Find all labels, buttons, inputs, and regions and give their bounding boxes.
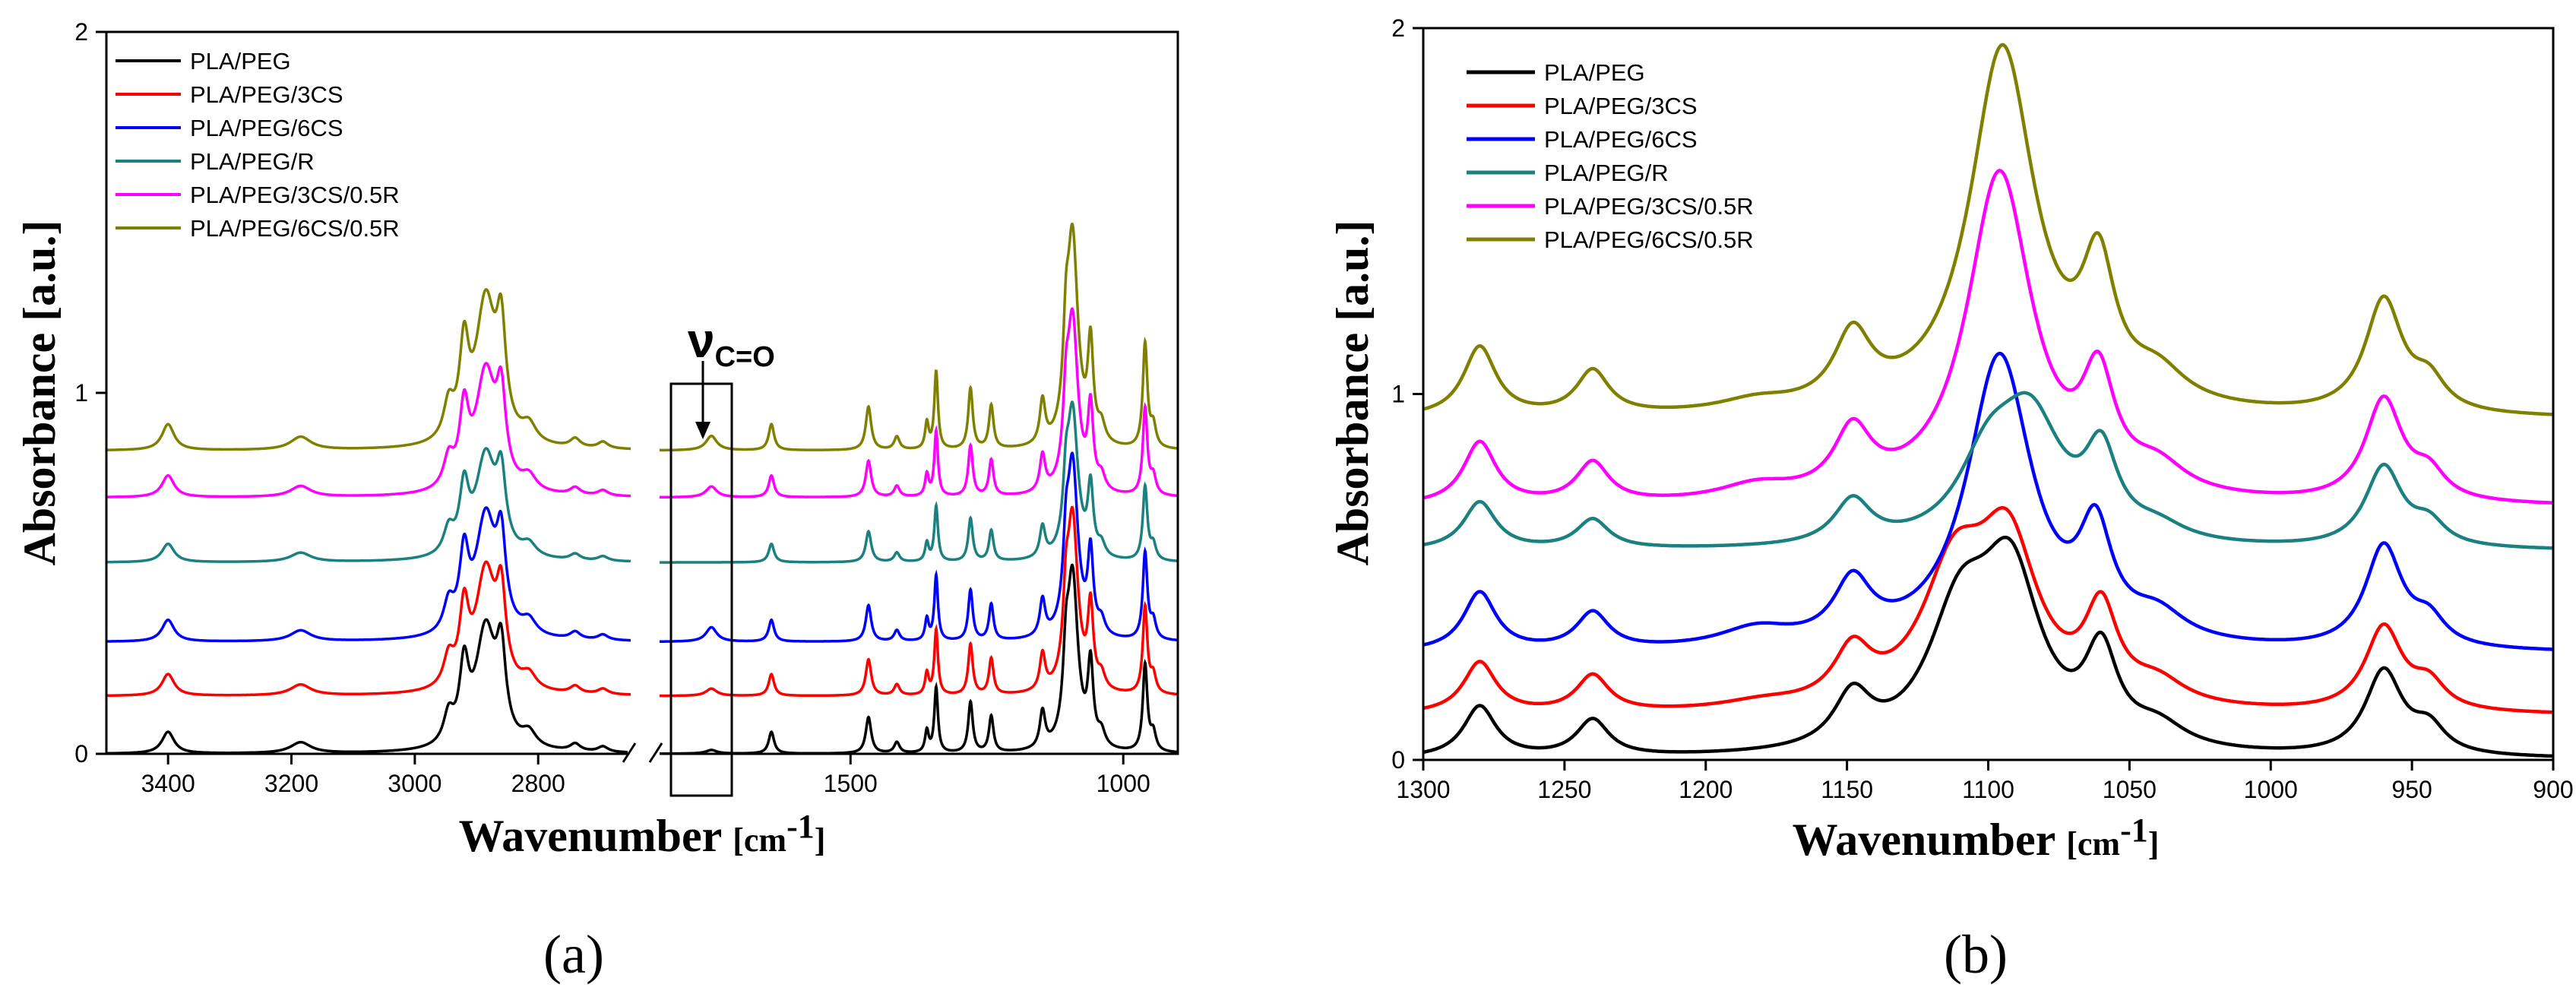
panel-b-series-pla-peg xyxy=(1422,535,2554,758)
panel-b-x-tick-label: 1300 xyxy=(1396,776,1450,803)
panel-b-series-pla-peg-r xyxy=(1422,391,2554,550)
panel-a-legend: PLA/PEG PLA/PEG/3CS PLA/PEG/6CS PLA/PEG/R PL… xyxy=(116,48,400,242)
panel-b-legend: PLA/PEG PLA/PEG/3CS PLA/PEG/6CS PLA/PEG/R PL… xyxy=(1467,59,1754,253)
panel-a-x-tick-label: 3400 xyxy=(141,770,195,797)
carbonyl-region-box xyxy=(669,382,733,797)
panel-a-x-tick-label: 1000 xyxy=(1097,770,1150,797)
panel-a-y-ticks: 0 1 2 xyxy=(74,18,106,768)
panel-a-x-tick-label: 3000 xyxy=(388,770,441,797)
panel-b-x-tick-label: 1000 xyxy=(2244,776,2298,803)
panel-b-y-tick-label: 1 xyxy=(1391,381,1405,408)
legend-entry: PLA/PEG/3CS xyxy=(1544,93,1698,119)
panel-a-series-pla-peg-3cs-0-5r-seg2 xyxy=(660,307,1179,499)
panel-b-x-tick-label: 1050 xyxy=(2103,776,2157,803)
panel-a-series-pla-peg-3cs-seg1 xyxy=(106,560,631,698)
panel-b-x-tick-label: 1100 xyxy=(1962,776,2014,803)
axis-break-mark xyxy=(622,742,637,763)
panel-b-x-ticks: 1300 1250 1200 1150 1100 1050 1000 950 900 xyxy=(1396,760,2574,803)
panel-a-series-pla-peg-6cs-seg1 xyxy=(106,506,631,643)
panel-b-x-tick-label: 900 xyxy=(2533,776,2573,803)
panel-a-x-tick-label: 1500 xyxy=(824,770,878,797)
panel-b-y-ticks: 0 1 2 xyxy=(1391,14,1423,774)
panel-a-x-tick-label: 2800 xyxy=(511,770,565,797)
panel-a-series-pla-peg-6cs-0-5r-seg2 xyxy=(660,222,1179,452)
panel-a-series-pla-peg-r-seg2 xyxy=(660,400,1179,564)
panel-a-series-pla-peg-3cs-0-5r-seg1 xyxy=(106,362,631,498)
panel-b-series-pla-peg-3cs xyxy=(1422,505,2553,714)
panel-b-y-title: Absorbance [a.u.] xyxy=(1328,220,1378,565)
panel-b-series-pla-peg-6cs-0-5r xyxy=(1422,43,2554,416)
panel-a-y-title: Absorbance [a.u.] xyxy=(14,220,65,565)
carbonyl-annotation: νC=O xyxy=(688,313,775,373)
legend-entry: PLA/PEG xyxy=(1544,59,1645,86)
panel-a-series-pla-peg-6cs-0-5r-seg1 xyxy=(106,288,631,451)
panel-a-chart: 3400 3200 3000 2800 1500 1000 0 1 2 νC=O PLA/PE… xyxy=(14,18,1179,985)
panel-b-curves xyxy=(1422,43,2554,758)
panel-b-y-tick-label: 0 xyxy=(1391,746,1405,774)
panel-a-y-tick-label: 0 xyxy=(74,740,88,768)
panel-b-series-pla-peg-6cs xyxy=(1422,351,2553,651)
panel-b-chart: 1300 1250 1200 1150 1100 1050 1000 950 900 0 1 2 P… xyxy=(1328,14,2574,985)
panel-a-x-ticks: 3400 3200 3000 2800 1500 1000 xyxy=(141,754,1150,797)
panel-a-y-tick-label: 2 xyxy=(74,18,88,46)
axis-break-mark xyxy=(648,742,663,763)
legend-entry: PLA/PEG/6CS/0.5R xyxy=(190,215,400,242)
carbonyl-arrow-head xyxy=(695,422,710,439)
panel-b-x-tick-label: 1250 xyxy=(1537,776,1591,803)
panel-b-x-title: Wavenumber [cm-1] xyxy=(1793,812,2160,865)
panel-b-y-tick-label: 2 xyxy=(1391,14,1405,42)
panel-a-series-pla-peg-seg2 xyxy=(660,563,1179,755)
panel-a-curves xyxy=(106,222,1179,755)
legend-entry: PLA/PEG xyxy=(190,48,291,74)
panel-b-x-tick-label: 1200 xyxy=(1679,776,1733,803)
panel-a-x-title: Wavenumber [cm-1] xyxy=(459,808,826,861)
panel-b-label: (b) xyxy=(1944,924,2008,985)
panel-a-series-pla-peg-3cs-seg2 xyxy=(660,505,1179,698)
legend-entry: PLA/PEG/3CS/0.5R xyxy=(1544,193,1754,220)
panel-b-series-pla-peg-3cs-0-5r xyxy=(1422,169,2554,505)
legend-entry: PLA/PEG/R xyxy=(190,148,315,175)
legend-entry: PLA/PEG/3CS xyxy=(190,81,343,108)
legend-entry: PLA/PEG/6CS xyxy=(190,115,343,141)
legend-entry: PLA/PEG/3CS/0.5R xyxy=(190,182,400,208)
legend-entry: PLA/PEG/6CS/0.5R xyxy=(1544,226,1754,253)
panel-a-series-pla-peg-r-seg1 xyxy=(106,447,631,564)
panel-a-series-pla-peg-seg1 xyxy=(106,618,631,755)
legend-entry: PLA/PEG/R xyxy=(1544,160,1669,186)
panel-a-y-tick-label: 1 xyxy=(74,379,88,407)
panel-b-x-tick-label: 1150 xyxy=(1821,776,1873,803)
panel-a-label: (a) xyxy=(543,924,604,985)
panel-b-x-tick-label: 950 xyxy=(2391,776,2432,803)
panel-a-series-pla-peg-6cs-seg2 xyxy=(660,451,1179,643)
panel-a-x-tick-label: 3200 xyxy=(264,770,318,797)
legend-entry: PLA/PEG/6CS xyxy=(1544,126,1698,153)
